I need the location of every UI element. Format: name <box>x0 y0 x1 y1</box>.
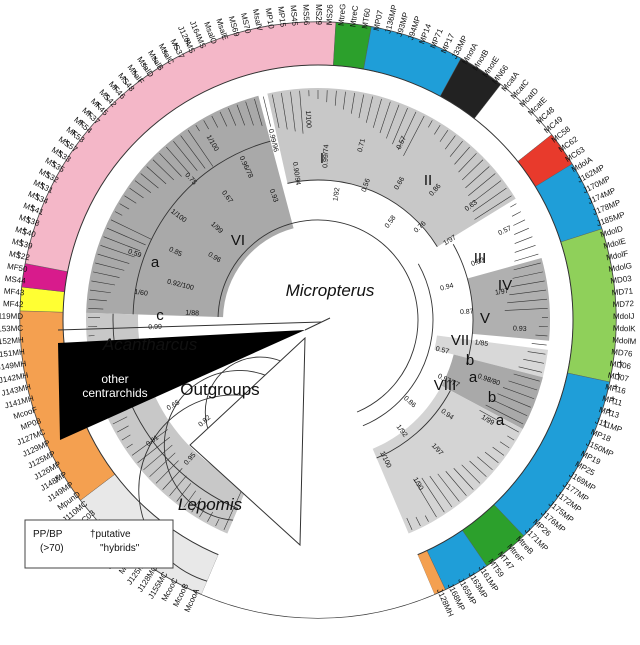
legend-box: PP/BP (>70) †putative "hybrids" <box>25 520 173 568</box>
dagger-mark: † <box>185 38 191 49</box>
other-centrarchids-label-2: centrarchids <box>82 386 147 400</box>
dagger-mark: † <box>16 251 22 262</box>
taxon-label: J149MH <box>0 359 27 372</box>
clade-label: I <box>320 150 324 167</box>
legend-pp-threshold: (>70) <box>40 543 64 554</box>
dagger-mark: † <box>610 396 616 407</box>
legend-pp-label: PP/BP <box>33 529 63 540</box>
taxon-label: MD72 <box>612 299 634 309</box>
support-value: 1/100 <box>304 110 312 128</box>
acantharcus-label: Acantharcus <box>102 335 198 354</box>
clade-label: c <box>156 307 164 324</box>
outgroups-label: Outgroups <box>180 380 259 399</box>
dagger-mark: † <box>54 474 60 485</box>
lepomis-label: Lepomis <box>178 495 243 514</box>
clade-label: VIII <box>434 377 457 394</box>
dagger-mark: † <box>26 215 32 226</box>
dagger-mark: † <box>30 204 36 215</box>
dagger-mark: † <box>65 139 71 150</box>
taxon-label: MdolF <box>605 249 629 262</box>
clade-label: VII <box>451 332 469 349</box>
micropterus-label: Micropterus <box>286 281 375 300</box>
support-value: 1/88 <box>185 310 199 318</box>
dagger-mark: † <box>104 93 110 104</box>
dagger-mark: † <box>79 120 85 131</box>
dagger-mark: † <box>51 160 57 171</box>
clade-label: III <box>474 250 487 267</box>
dagger-mark: † <box>603 419 609 430</box>
taxon-label: MS45 <box>289 5 300 27</box>
dagger-mark: † <box>72 129 78 140</box>
clade-label: b <box>466 352 474 369</box>
taxon-label: MS26 <box>325 4 335 26</box>
dagger-mark: † <box>113 85 119 96</box>
dagger-mark: † <box>616 372 622 383</box>
dagger-mark: † <box>87 110 93 121</box>
taxon-label: MP07 <box>372 9 385 32</box>
taxon-label: MF43 <box>3 287 25 298</box>
taxon-label: MD03 <box>610 274 633 286</box>
clade-label: a <box>151 254 160 271</box>
taxon-label: MF42 <box>3 299 24 309</box>
dagger-mark: † <box>22 227 28 238</box>
taxon-label: MS29 <box>314 4 323 25</box>
taxon-label: MD71 <box>611 286 634 297</box>
dagger-mark: † <box>40 181 46 192</box>
taxon-label: J119MD <box>0 312 23 321</box>
taxon-label: J151MH <box>0 347 25 359</box>
clade-label: II <box>424 172 432 189</box>
legend-dagger-label: †putative <box>90 529 131 540</box>
dagger-mark: † <box>613 384 619 395</box>
taxon-label: MdolE <box>603 236 627 250</box>
dagger-mark: † <box>153 55 159 66</box>
support-value: 0.93 <box>513 325 527 333</box>
taxon-label: MS44 <box>4 274 26 286</box>
clade-label: b <box>488 389 496 406</box>
support-value: 0.87 <box>460 308 474 316</box>
dagger-mark: † <box>45 170 51 181</box>
dagger-mark: † <box>163 49 169 60</box>
dagger-mark: † <box>96 101 102 112</box>
taxon-label: MS56 <box>301 4 311 26</box>
legend-hybrids-label: "hybrids" <box>100 543 140 554</box>
clade-label: VI <box>231 232 245 249</box>
taxon-label: MdolJ <box>613 312 634 321</box>
taxon-label: MdolG <box>608 261 633 274</box>
clade-label: V <box>480 310 490 327</box>
dagger-mark: † <box>35 192 41 203</box>
clade-label: a <box>496 412 505 429</box>
clade-label: a <box>469 369 478 386</box>
taxon-label: MdolK <box>613 324 637 334</box>
taxon-label: MtreG <box>337 3 348 26</box>
dagger-mark: † <box>607 408 613 419</box>
dagger-mark: † <box>618 360 624 371</box>
dagger-mark: † <box>19 239 25 250</box>
dagger-mark: † <box>142 62 148 73</box>
dagger-mark: † <box>132 69 138 80</box>
dagger-mark: † <box>174 43 180 54</box>
taxon-label: MdolM <box>612 336 637 347</box>
dagger-mark: † <box>123 77 129 88</box>
taxon-label: J153MC <box>0 324 23 334</box>
other-centrarchids-label-1: other <box>101 372 128 386</box>
dagger-mark: † <box>58 149 64 160</box>
clade-label: IV <box>498 277 512 294</box>
